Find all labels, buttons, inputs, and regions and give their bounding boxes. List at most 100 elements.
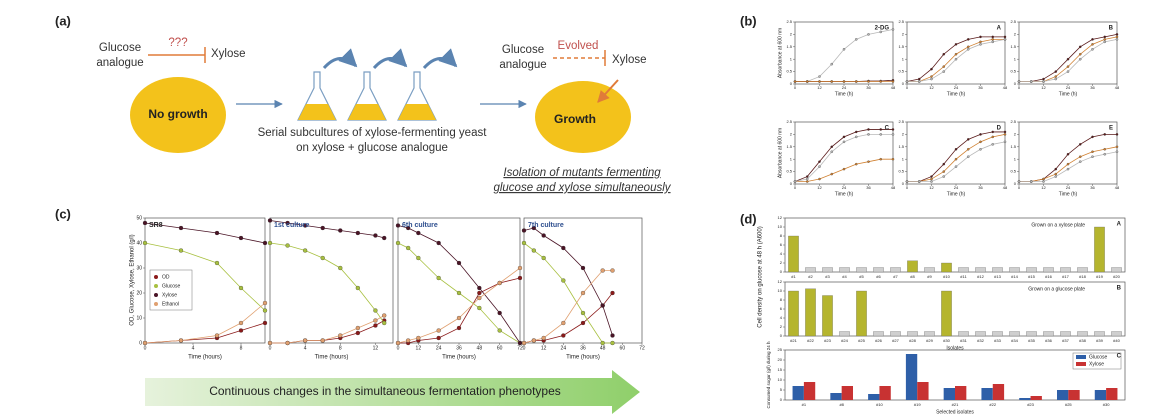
bar bbox=[975, 331, 986, 337]
x-tick-label: 0 bbox=[794, 185, 797, 190]
bar bbox=[1057, 390, 1069, 400]
x-tick-label: #8 bbox=[910, 274, 915, 279]
data-point bbox=[1115, 33, 1119, 36]
data-point bbox=[1115, 38, 1119, 41]
y-tick-label: 2 bbox=[780, 260, 783, 265]
x-axis-label: Time (h) bbox=[947, 91, 966, 97]
data-point bbox=[1079, 160, 1082, 163]
bar bbox=[992, 267, 1003, 273]
bar bbox=[958, 331, 969, 337]
data-point bbox=[818, 75, 821, 78]
bar bbox=[856, 267, 867, 273]
y-tick-label: 2 bbox=[902, 131, 905, 136]
bar bbox=[788, 290, 799, 337]
y-tick-label: 6 bbox=[780, 306, 783, 311]
y-tick-label: 2 bbox=[790, 131, 793, 136]
data-point bbox=[416, 255, 421, 261]
data-point bbox=[517, 275, 523, 281]
data-point bbox=[867, 80, 870, 83]
x-tick-label: 4 bbox=[304, 345, 307, 351]
x-axis-label: Time (h) bbox=[1059, 91, 1078, 97]
y-tick-label: 15 bbox=[778, 367, 783, 372]
data-point bbox=[214, 260, 220, 266]
data-point bbox=[382, 320, 387, 326]
data-point bbox=[954, 157, 958, 161]
bar bbox=[873, 267, 884, 273]
x-tick-label: 48 bbox=[600, 345, 606, 351]
data-point bbox=[891, 128, 895, 131]
data-point bbox=[979, 40, 982, 44]
data-point bbox=[1054, 172, 1058, 176]
data-point bbox=[842, 135, 846, 139]
data-point bbox=[561, 320, 566, 326]
data-point bbox=[1091, 155, 1094, 158]
data-point bbox=[806, 177, 809, 181]
plot-frame bbox=[1018, 21, 1118, 85]
bar bbox=[822, 295, 833, 337]
data-point bbox=[541, 335, 546, 341]
data-point bbox=[891, 133, 895, 136]
data-point bbox=[267, 240, 273, 246]
data-point bbox=[954, 43, 958, 46]
data-point bbox=[610, 290, 615, 296]
data-point bbox=[967, 155, 970, 158]
bar bbox=[924, 267, 935, 273]
series-line bbox=[398, 277, 521, 344]
x-tick-label: 12 bbox=[817, 185, 822, 190]
y-tick-label: 2.5 bbox=[1010, 19, 1016, 24]
data-point bbox=[178, 248, 184, 253]
data-point bbox=[918, 77, 921, 81]
data-point bbox=[395, 240, 401, 246]
data-point bbox=[521, 228, 527, 233]
data-point bbox=[979, 43, 982, 46]
data-point bbox=[406, 225, 411, 231]
data-point bbox=[918, 180, 921, 183]
x-tick-label: #3 bbox=[825, 274, 830, 279]
y-tick-label: 25 bbox=[778, 347, 783, 352]
text: analogue bbox=[499, 59, 546, 71]
data-point bbox=[517, 340, 523, 346]
legend-label: OD bbox=[162, 274, 170, 280]
x-tick-label: 48 bbox=[477, 345, 483, 351]
bar bbox=[890, 331, 901, 337]
y-axis-label: Cell density on glucose at 48 h (A600) bbox=[758, 226, 764, 327]
x-tick-label: #15 bbox=[1028, 274, 1035, 279]
data-point bbox=[1003, 35, 1007, 39]
legend-label: Xylose bbox=[162, 292, 177, 298]
text: Xylose bbox=[612, 54, 647, 66]
data-point bbox=[1079, 57, 1082, 61]
bar bbox=[1043, 267, 1054, 273]
x-tick-label: 24 bbox=[1066, 85, 1071, 90]
data-point bbox=[477, 290, 482, 296]
data-point bbox=[320, 338, 325, 343]
data-point bbox=[267, 340, 273, 346]
x-tick-label: #39 bbox=[1096, 338, 1103, 343]
data-point bbox=[991, 35, 995, 39]
series-line bbox=[523, 242, 613, 344]
x-tick-label: 36 bbox=[866, 185, 871, 190]
data-point bbox=[954, 52, 958, 56]
x-tick-label: 36 bbox=[978, 185, 983, 190]
text: Glucose bbox=[502, 44, 544, 56]
data-point bbox=[355, 285, 361, 291]
text: Isolation of mutants fermenting bbox=[503, 167, 661, 179]
data-point bbox=[561, 245, 566, 251]
bar bbox=[805, 288, 816, 337]
subplot-title: E bbox=[1109, 126, 1113, 132]
y-tick-label: 2.5 bbox=[786, 19, 792, 24]
series-line bbox=[269, 242, 385, 324]
data-point bbox=[456, 315, 462, 321]
data-point bbox=[521, 340, 527, 346]
bar bbox=[907, 331, 918, 337]
data-point bbox=[285, 340, 290, 346]
panel-label: (b) bbox=[740, 13, 757, 28]
data-point bbox=[436, 328, 441, 333]
y-tick-label: 0 bbox=[790, 81, 793, 86]
x-tick-label: 48 bbox=[1003, 85, 1008, 90]
data-point bbox=[1054, 75, 1058, 78]
data-point bbox=[497, 310, 502, 316]
data-point bbox=[1115, 35, 1119, 39]
data-point bbox=[1017, 80, 1021, 83]
data-point bbox=[879, 80, 883, 83]
x-tick-label: #27 bbox=[892, 338, 899, 343]
